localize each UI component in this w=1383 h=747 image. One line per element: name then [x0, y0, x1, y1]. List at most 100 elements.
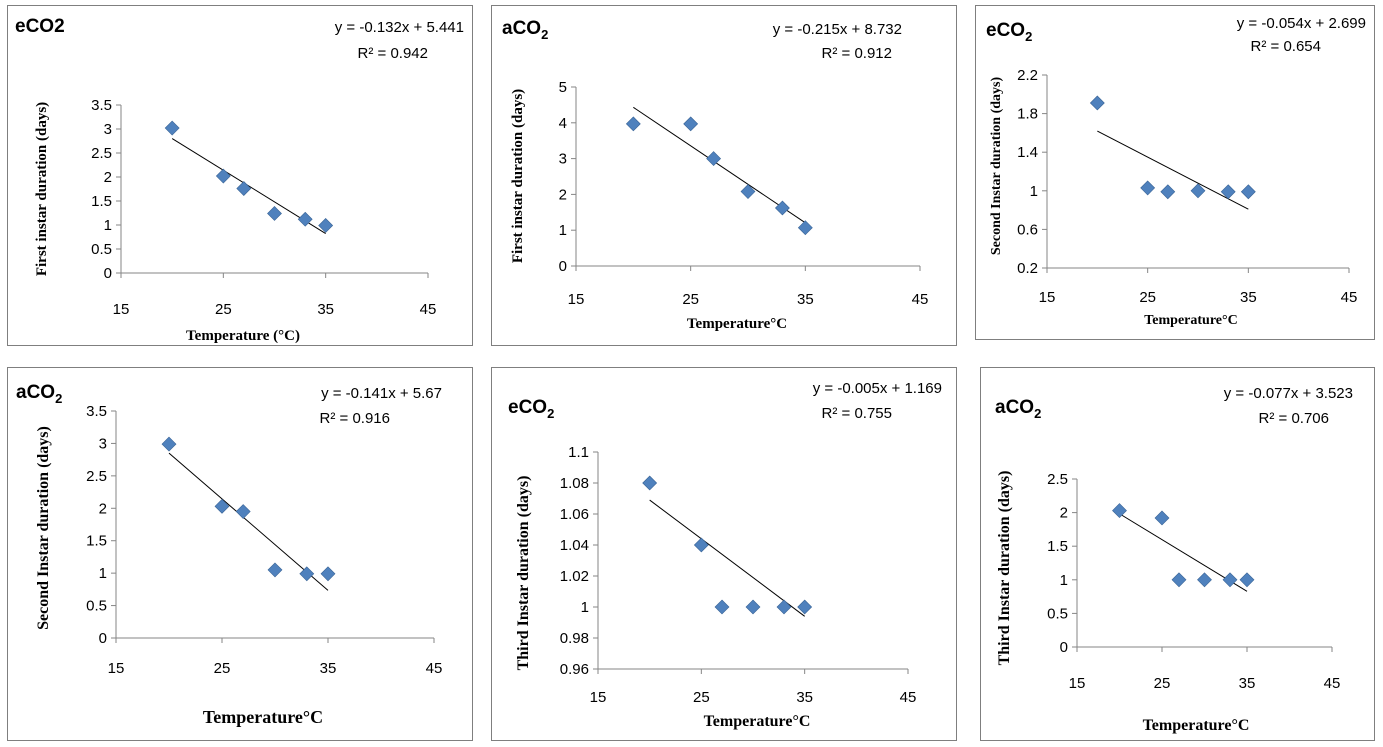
regression-equation: y = -0.132x + 5.441 — [335, 19, 464, 36]
y-tick-label: 0 — [1060, 639, 1068, 656]
trendline — [168, 452, 329, 591]
x-tick-label: 35 — [797, 291, 814, 308]
data-point — [267, 562, 283, 578]
data-point — [1140, 180, 1156, 196]
x-tick-label: 15 — [108, 660, 125, 677]
y-tick-label: 1.4 — [1017, 144, 1038, 161]
chart-title-subscript: 2 — [1025, 29, 1032, 44]
r-squared-label: R² = 0.916 — [320, 410, 390, 427]
chart-title-subscript: 2 — [541, 27, 548, 42]
data-point — [1160, 184, 1176, 200]
y-tick-label: 1.06 — [560, 506, 589, 523]
y-tick-label: 1.5 — [91, 193, 112, 210]
y-axis-label: First instar duration (days) — [34, 102, 50, 276]
data-point — [235, 504, 251, 519]
y-tick-label: 1 — [1060, 572, 1068, 589]
data-point — [297, 211, 313, 227]
data-point — [320, 566, 336, 582]
y-tick-label: 2.5 — [91, 145, 112, 162]
x-tick-label: 25 — [682, 291, 699, 308]
x-tick-label: 25 — [1154, 675, 1171, 692]
chart-panel-eco2-third-instar: 0.96 0.98 1 1.02 1.04 1.06 1.08 1.1 15 25 35 45 eCO2… — [491, 367, 957, 741]
y-tick-label: 1.5 — [86, 533, 107, 550]
data-point — [693, 537, 709, 553]
chart-panel-aco2-second-instar: 0 0.5 1 1.5 2 2.5 3 3.5 15 25 35 45 aCO2 y = -0.141x … — [7, 367, 473, 741]
data-point — [740, 184, 756, 199]
regression-equation: y = -0.005x + 1.169 — [813, 380, 942, 397]
data-point — [1222, 572, 1238, 588]
x-axis-label: Temperature (°C) — [186, 328, 300, 344]
data-point — [318, 218, 334, 233]
x-tick-label: 25 — [693, 689, 710, 706]
y-tick-label: 2.5 — [86, 468, 107, 485]
chart-panel-eco2-second-instar: 0.2 0.6 1 1.4 1.8 2.2 15 25 35 45 eCO2 y = -0.054x … — [975, 5, 1375, 340]
x-tick-label: 45 — [900, 689, 917, 706]
r-squared-label: R² = 0.942 — [358, 45, 428, 62]
x-tick-label: 45 — [1341, 289, 1358, 306]
r-squared-label: R² = 0.755 — [822, 405, 892, 422]
chart-panel-aco2-third-instar: 0 0.5 1 1.5 2 2.5 15 25 35 45 aCO2 y = -0.077x + 3.… — [980, 367, 1375, 741]
x-tick-label: 15 — [590, 689, 607, 706]
regression-equation: y = -0.054x + 2.699 — [1237, 15, 1366, 32]
data-point — [299, 566, 315, 582]
data-point — [776, 599, 792, 615]
y-tick-label: 2 — [99, 500, 107, 517]
data-point — [1112, 503, 1127, 519]
y-tick-label: 0.98 — [560, 630, 589, 647]
data-point — [1240, 184, 1256, 200]
data-point — [706, 151, 722, 167]
chart-title-subscript: 2 — [55, 391, 62, 406]
chart-svg: 0 0.5 1 1.5 2 2.5 3 3.5 15 25 35 45 aCO2 y = -0.141x … — [16, 382, 442, 727]
regression-equation: y = -0.215x + 8.732 — [773, 21, 902, 38]
chart-title: eCO2 — [15, 16, 65, 37]
chart-svg: 0 0.5 1 1.5 2 2.5 15 25 35 45 aCO2 y = -0.077x + 3.… — [995, 385, 1353, 734]
data-point — [642, 475, 658, 491]
chart-svg: 0.2 0.6 1 1.4 1.8 2.2 15 25 35 45 eCO2 y = -0.054x … — [986, 15, 1366, 328]
data-point — [215, 168, 231, 184]
x-axis-label: Temperature°C — [1143, 717, 1250, 734]
y-tick-label: 2 — [1060, 505, 1068, 522]
y-axis-label: Second Instar duration (days) — [35, 426, 52, 630]
y-tick-label: 3 — [99, 435, 107, 452]
y-tick-label: 1.5 — [1047, 538, 1068, 555]
y-tick-label: 2.2 — [1017, 67, 1038, 84]
y-tick-label: 0.5 — [1047, 605, 1068, 622]
y-tick-label: 0.2 — [1017, 260, 1038, 277]
y-tick-label: 2 — [104, 169, 112, 186]
data-point — [161, 436, 177, 452]
data-point — [236, 181, 252, 196]
chart-svg: 0.96 0.98 1 1.02 1.04 1.06 1.08 1.1 15 25 35 45 eCO2… — [508, 380, 942, 730]
y-tick-label: 1 — [104, 217, 112, 234]
y-tick-label: 0 — [104, 265, 112, 282]
trendline — [1097, 130, 1249, 210]
data-point — [774, 200, 790, 216]
y-tick-label: 1.04 — [560, 537, 589, 554]
x-tick-label: 15 — [1039, 289, 1056, 306]
x-axis-label: Temperature°C — [203, 707, 323, 727]
chart-svg: 0 0.5 1 1.5 2 2.5 3 3.5 15 25 35 45 eCO2 y = -0.132x … — [15, 16, 464, 344]
x-tick-label: 35 — [317, 301, 334, 318]
data-point — [683, 116, 699, 132]
x-tick-label: 25 — [215, 301, 232, 318]
data-point — [1089, 95, 1105, 111]
chart-title-subscript: 2 — [1034, 406, 1041, 421]
x-axis-label: Temperature°C — [1144, 313, 1237, 328]
y-tick-label: 3.5 — [91, 97, 112, 114]
chart-title: aCO2 — [502, 18, 548, 42]
data-point — [1154, 510, 1170, 526]
chart-title: eCO2 — [508, 397, 554, 421]
x-tick-label: 15 — [113, 301, 130, 318]
y-tick-label: 1 — [581, 599, 589, 616]
data-point — [1197, 572, 1212, 588]
y-axis-label: Second Instar duration (days) — [989, 77, 1004, 256]
x-tick-label: 35 — [1240, 289, 1257, 306]
y-tick-label: 0.5 — [86, 598, 107, 615]
data-point — [267, 206, 282, 221]
chart-panel-aco2-first-instar: 0 1 2 3 4 5 15 25 35 45 aCO2 y = -0.215x + 8.732 R² … — [491, 5, 957, 346]
y-tick-label: 2 — [559, 186, 567, 203]
y-tick-label: 0.6 — [1017, 221, 1038, 238]
x-tick-label: 35 — [320, 660, 337, 677]
x-axis-label: Temperature°C — [704, 713, 811, 730]
x-axis-label: Temperature°C — [687, 316, 787, 332]
data-point — [797, 599, 813, 615]
